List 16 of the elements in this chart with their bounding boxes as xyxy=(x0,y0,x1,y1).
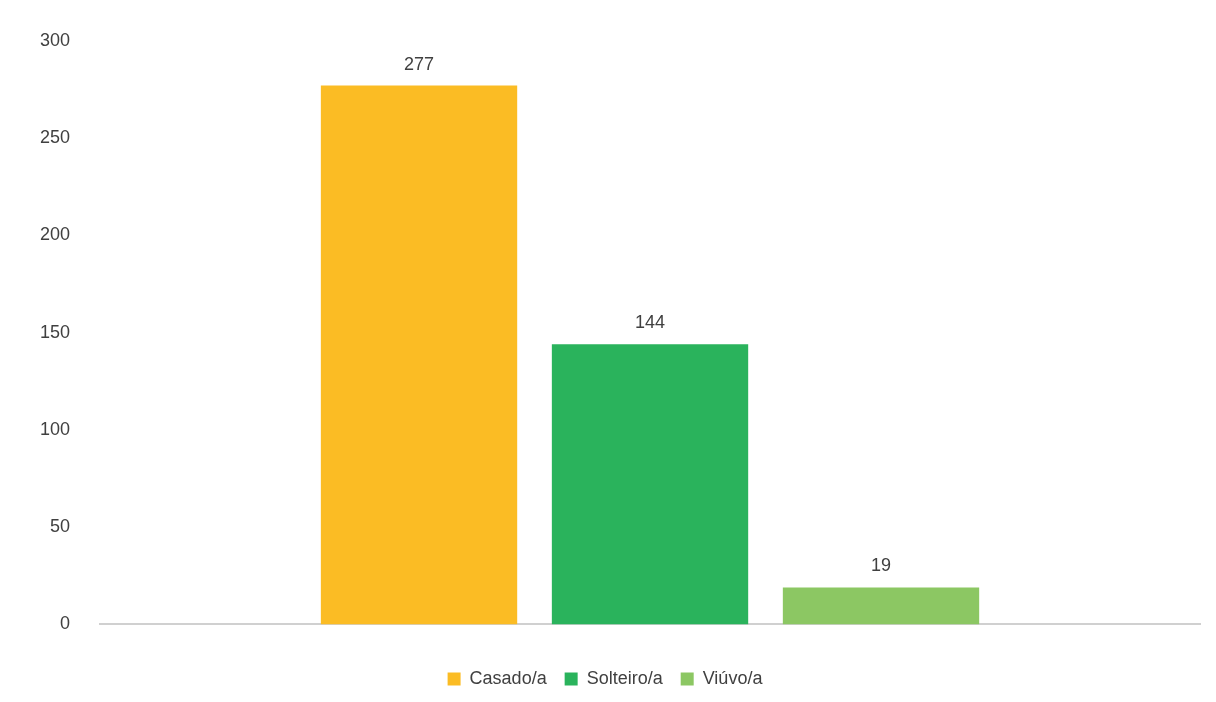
data-label: 19 xyxy=(870,555,892,576)
bar xyxy=(782,587,980,625)
y-tick-label: 200 xyxy=(39,224,71,245)
y-tick-label: 250 xyxy=(39,127,71,148)
y-tick-label: 50 xyxy=(50,516,71,537)
legend-label: Solteiro/a xyxy=(586,667,664,688)
y-tick-label: 0 xyxy=(60,613,71,634)
bar xyxy=(320,85,518,625)
legend-label: Viúvo/a xyxy=(702,667,764,688)
y-tick-label: 150 xyxy=(39,321,71,342)
y-tick-label: 100 xyxy=(39,418,71,439)
data-label: 277 xyxy=(404,53,435,74)
bar xyxy=(551,344,749,625)
legend-label: Casado/a xyxy=(469,667,548,688)
data-label: 144 xyxy=(634,312,666,333)
y-tick-label: 300 xyxy=(39,29,71,50)
